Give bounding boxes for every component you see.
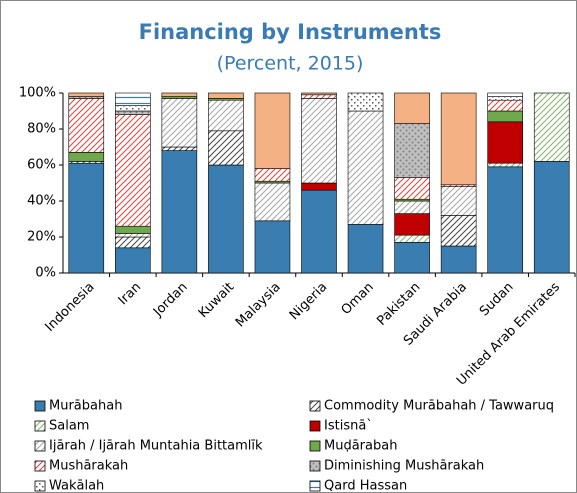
bar-segment [115,233,151,238]
bar-segment [301,189,337,274]
bar-segment [347,92,384,112]
legend-label: Mushārakah [49,459,128,474]
bar-segment [161,92,198,97]
bar-segment [208,164,244,274]
legend-swatch [309,400,321,412]
bar-segment [161,98,198,148]
bar-segment [68,92,105,97]
legend-swatch [34,400,46,412]
legend-swatch [34,460,46,472]
bar-segment [533,161,570,274]
bar-segment [115,236,151,249]
legend-label: Ijārah / Ijārah Muntahia Bittamlīk [49,439,263,454]
bar-segment [115,247,151,274]
bar-segment [487,162,523,168]
bar-segment [254,92,291,169]
legend-label: Salam [49,419,89,434]
bar-segment [301,94,337,99]
bar-segment [347,224,384,274]
bar-segment [254,182,291,222]
y-tick-label: 0% [35,266,56,281]
bar-segment [487,121,523,164]
bar-segment [115,110,151,115]
bar-segment [301,182,337,191]
legend-label: Wakālah [49,479,104,493]
bar-segment [487,110,523,123]
bar-segment [394,92,430,124]
y-tick-label: 20% [27,230,56,245]
chart-title: Financing by Instruments [139,20,442,44]
y-tick-label: 40% [27,194,56,209]
legend-swatch [34,440,46,452]
bar-segment [487,96,523,101]
bar-segment [161,146,198,151]
bar-segment [487,166,523,274]
y-tick-label: 60% [27,158,56,173]
legend-label: Muḍārabah [324,439,397,454]
bar-segment [68,162,105,274]
legend-label: Murābahah [49,399,122,414]
bar-segment [254,220,291,274]
bar-segment [440,245,477,274]
bar-segment [487,92,523,97]
y-tick-label: 80% [27,122,56,137]
legend-swatch [34,420,46,432]
bar-segment [161,150,198,274]
bar-segment [394,242,430,274]
bar-segment [347,110,384,225]
bar-segment [440,215,477,247]
y-tick-label: 100% [19,86,56,101]
bar-segment [115,114,151,227]
legend-swatch [34,480,46,492]
legend-label: Diminishing Mushārakah [324,459,484,474]
legend-label: Istisnā` [324,419,373,434]
bar-segment [115,225,151,234]
bar-segment [115,105,151,112]
bar-segment [533,92,570,162]
bar-segment [301,92,337,96]
legend-swatch [309,460,321,472]
legend-label: Commodity Murābahah / Tawwaruq [324,399,554,414]
legend-label: Qard Hassan [324,479,407,493]
bar-segment [68,152,105,162]
bar-segment [394,213,430,236]
bar-segment [115,92,151,106]
bar-segment [254,168,291,182]
chart-subtitle: (Percent, 2015) [217,53,364,75]
bar-segment [440,92,477,186]
bar-segment [394,234,430,243]
bar-segment [301,98,337,184]
legend-swatch [309,420,321,432]
bar-segment [440,186,477,216]
bar-segment [394,200,430,214]
bar-segment [68,98,105,153]
legend-swatch [309,440,321,452]
bar-segment [394,123,430,178]
bar-segment [394,177,430,200]
bar-segment [208,92,244,99]
bar-segment [208,130,244,166]
bar-segment [487,99,523,112]
bar-segment [208,99,244,132]
legend-swatch [309,480,321,492]
